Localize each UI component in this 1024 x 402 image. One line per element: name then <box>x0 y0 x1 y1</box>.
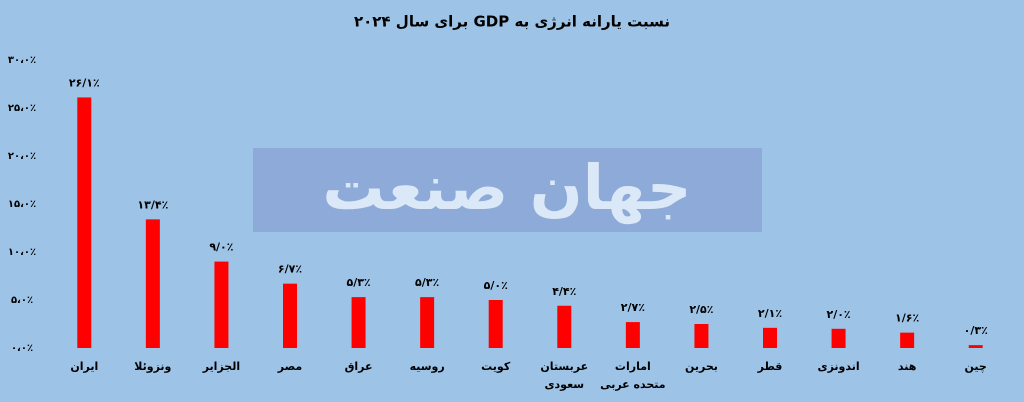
value-label: ۱۳/۴٪ <box>137 198 168 211</box>
value-label: ۲۶/۱٪ <box>69 76 100 89</box>
bar <box>145 219 160 348</box>
x-tick-label: چین <box>964 360 987 373</box>
bar <box>420 297 435 348</box>
x-tick-label: ایران <box>70 360 99 373</box>
x-tick-label: مصر <box>277 360 303 373</box>
y-tick-label: ۲۵،۰٪ <box>8 103 36 114</box>
x-tick-label: ونزوئلا <box>134 360 172 373</box>
value-label: ۵/۳٪ <box>415 276 439 289</box>
x-tick-label: الجزایر <box>202 360 241 373</box>
y-tick-label: ۳۰،۰٪ <box>8 55 36 66</box>
x-tick-label: کویت <box>481 360 511 373</box>
value-label: ۰/۳٪ <box>964 324 988 337</box>
y-tick-label: ۵،۰٪ <box>11 295 33 306</box>
x-tick-label: هند <box>897 360 917 373</box>
x-tick-label: عربستان سعودی <box>540 360 589 391</box>
value-label: ۹/۰٪ <box>209 241 233 254</box>
value-label: ۲/۷٪ <box>621 301 645 314</box>
chart-title: نسبت یارانه انرژی به GDP برای سال ۲۰۲۴ <box>354 13 670 31</box>
x-tick-label: بحرین <box>684 360 718 373</box>
value-label: ۲/۰٪ <box>826 308 850 321</box>
value-label: ۲/۵٪ <box>689 303 713 316</box>
x-tick-label: روسیه <box>409 360 445 373</box>
watermark: جهان صنعت <box>322 151 691 224</box>
bar <box>625 322 640 348</box>
value-label: ۶/۷٪ <box>278 263 302 276</box>
x-tick-label: عراق <box>344 360 373 373</box>
value-label: ۱/۶٪ <box>895 312 919 325</box>
y-tick-label: ۱۵،۰٪ <box>8 199 36 210</box>
bar <box>557 305 572 348</box>
bar <box>77 97 92 348</box>
bar <box>968 345 983 348</box>
value-label: ۵/۳٪ <box>346 276 370 289</box>
bar <box>900 332 915 348</box>
bar <box>763 327 777 348</box>
watermark-box <box>253 148 762 232</box>
bar <box>831 328 846 348</box>
x-tick-label: قطر <box>757 360 783 373</box>
value-label: ۵/۰٪ <box>484 279 508 292</box>
bar <box>488 300 503 348</box>
y-tick-label: ۲۰،۰٪ <box>8 151 36 162</box>
value-label: ۴/۴٪ <box>552 285 576 298</box>
x-tick-label: اندونزی <box>817 360 860 373</box>
bar <box>283 283 297 348</box>
y-tick-label: ۱۰،۰٪ <box>8 247 36 258</box>
y-tick-label: ۰،۰٪ <box>11 343 33 354</box>
bar <box>214 261 229 348</box>
bar <box>694 324 709 348</box>
value-label: ۲/۱٪ <box>758 307 782 320</box>
bar <box>351 297 366 348</box>
x-tick-label: امارات متحده عربی <box>600 360 666 391</box>
